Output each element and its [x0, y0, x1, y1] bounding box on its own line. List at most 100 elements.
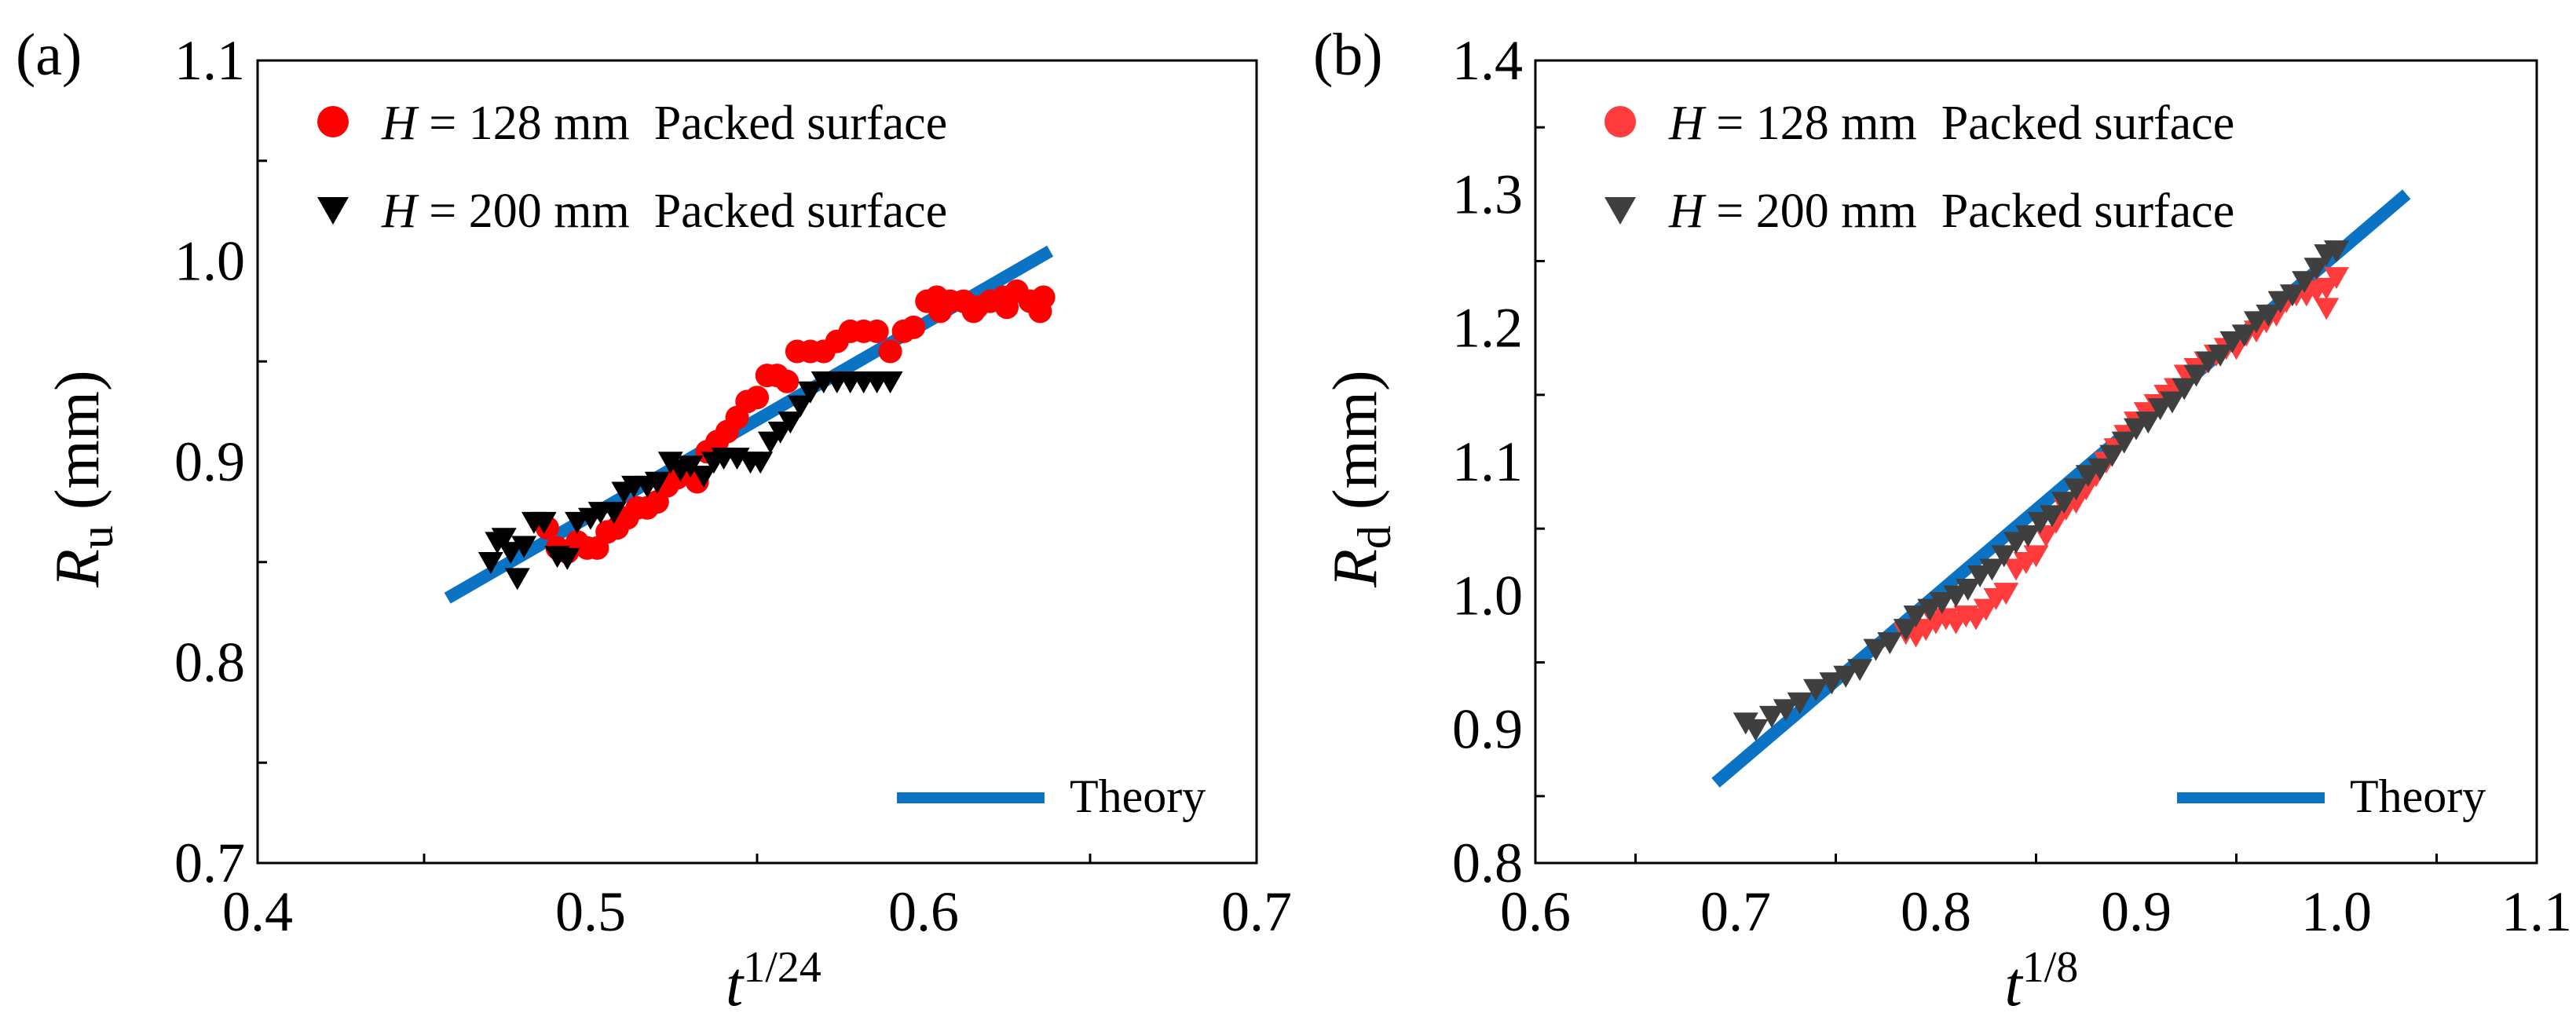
data-point-circle — [995, 295, 1019, 320]
data-point-triangle — [2314, 277, 2340, 300]
y-tick-label: 1.1 — [174, 29, 245, 92]
legend-label-text: = 200 mm Packed surface — [417, 185, 947, 238]
legend-marker-triangle — [317, 197, 349, 225]
x-tick-label: 1.0 — [2301, 880, 2372, 943]
data-point-circle — [878, 339, 902, 364]
legend-marker-circle — [1605, 106, 1636, 137]
y-tick-label: 1.0 — [174, 230, 245, 293]
series-1-points — [1733, 240, 2349, 741]
x-axis-label: t1/8 — [2005, 943, 2079, 1019]
data-point-triangle — [2208, 344, 2234, 367]
data-point-triangle — [1833, 665, 1859, 688]
data-point-triangle — [788, 395, 814, 418]
data-point-triangle — [748, 452, 774, 474]
data-point-triangle — [2111, 431, 2137, 454]
data-point-triangle — [2244, 311, 2269, 334]
data-point-triangle — [1819, 672, 1845, 695]
x-tick-label: 0.7 — [1221, 880, 1292, 943]
legend-label-variable: H — [381, 97, 419, 150]
y-axis-label-base: R — [43, 549, 112, 588]
data-point-triangle — [2324, 267, 2349, 290]
legend-label: H = 128 mm Packed surface — [1668, 97, 2234, 150]
data-point-triangle — [2135, 411, 2161, 434]
y-tick-label: 0.8 — [174, 631, 245, 694]
data-point-triangle — [2231, 324, 2257, 347]
y-tick-label: 0.7 — [174, 832, 245, 894]
x-axis-label-exponent: 1/24 — [743, 943, 821, 992]
data-point-circle — [1028, 299, 1052, 324]
data-point-triangle — [1877, 632, 1903, 655]
data-point-circle — [865, 319, 889, 343]
data-point-triangle — [644, 471, 670, 494]
x-tick-label: 0.7 — [1700, 880, 1771, 943]
data-point-triangle — [2051, 492, 2077, 514]
x-axis-label: t1/24 — [726, 943, 821, 1019]
legend-label-text: = 128 mm Packed surface — [1704, 97, 2234, 150]
data-point-triangle — [2099, 444, 2125, 467]
data-point-circle — [745, 386, 769, 410]
data-point-triangle — [1903, 605, 1929, 628]
data-point-circle — [961, 299, 986, 324]
data-point-triangle — [478, 551, 503, 574]
data-point-triangle — [1993, 583, 2019, 605]
y-tick-label: 0.9 — [174, 430, 245, 493]
data-point-triangle — [797, 381, 823, 404]
panel-label: (a) — [16, 22, 82, 88]
y-axis-label-subscript: u — [71, 525, 123, 549]
legend-label-text: = 200 mm Packed surface — [1704, 185, 2234, 238]
data-point-triangle — [2195, 351, 2221, 374]
data-point-triangle — [767, 421, 793, 444]
data-point-triangle — [2075, 465, 2101, 488]
x-tick-label: 0.5 — [555, 880, 626, 943]
data-point-triangle — [2027, 511, 2053, 534]
data-point-triangle — [511, 536, 537, 558]
data-point-triangle — [1847, 659, 1873, 682]
plot-frame — [1534, 59, 2538, 865]
data-point-triangle — [1967, 565, 1993, 587]
data-point-triangle — [2003, 532, 2029, 554]
data-point-triangle — [2063, 478, 2089, 501]
x-tick-label: 0.6 — [1500, 880, 1571, 943]
y-tick-label: 1.2 — [1452, 297, 1523, 360]
x-axis-label-base: t — [726, 950, 745, 1019]
data-point-triangle — [554, 547, 580, 570]
data-point-triangle — [1893, 619, 1919, 642]
data-point-triangle — [2256, 304, 2281, 327]
data-point-triangle — [2015, 525, 2041, 547]
data-point-triangle — [1979, 558, 2005, 581]
y-axis-label-base: R — [1321, 549, 1390, 588]
x-axis-label-exponent: 1/8 — [2022, 943, 2079, 992]
data-point-triangle — [2292, 271, 2318, 294]
data-point-triangle — [877, 371, 903, 393]
data-point-triangle — [2023, 545, 2049, 568]
data-point-triangle — [498, 542, 524, 565]
data-point-triangle — [757, 431, 783, 454]
data-point-triangle — [1991, 545, 2017, 568]
data-point-triangle — [1743, 719, 1769, 741]
data-point-triangle — [2039, 505, 2065, 528]
data-point-triangle — [1929, 592, 1955, 615]
legend-label-variable: H — [1668, 185, 1707, 238]
legend-label: H = 128 mm Packed surface — [381, 97, 947, 150]
data-point-triangle — [1955, 579, 1981, 602]
x-tick-label: 0.9 — [2101, 880, 2172, 943]
data-point-triangle — [1787, 692, 1813, 715]
x-tick-label: 1.1 — [2501, 880, 2572, 943]
y-tick-label: 1.0 — [1452, 564, 1523, 627]
data-point-triangle — [1863, 638, 1889, 661]
y-tick-label: 1.1 — [1452, 430, 1523, 493]
data-point-triangle — [2314, 298, 2340, 320]
y-tick-label: 0.9 — [1452, 698, 1523, 761]
data-point-triangle — [1773, 699, 1798, 722]
data-point-triangle — [1917, 598, 1943, 621]
x-tick-label: 0.6 — [888, 880, 959, 943]
y-tick-label: 1.4 — [1452, 29, 1523, 92]
data-point-triangle — [1943, 585, 1969, 608]
data-point-triangle — [2219, 331, 2245, 353]
data-point-triangle — [2124, 418, 2149, 441]
data-point-triangle — [531, 511, 557, 534]
legend-label: H = 200 mm Packed surface — [1668, 185, 2234, 238]
legend-theory-label: Theory — [2350, 770, 2486, 822]
data-point-triangle — [1803, 678, 1828, 701]
